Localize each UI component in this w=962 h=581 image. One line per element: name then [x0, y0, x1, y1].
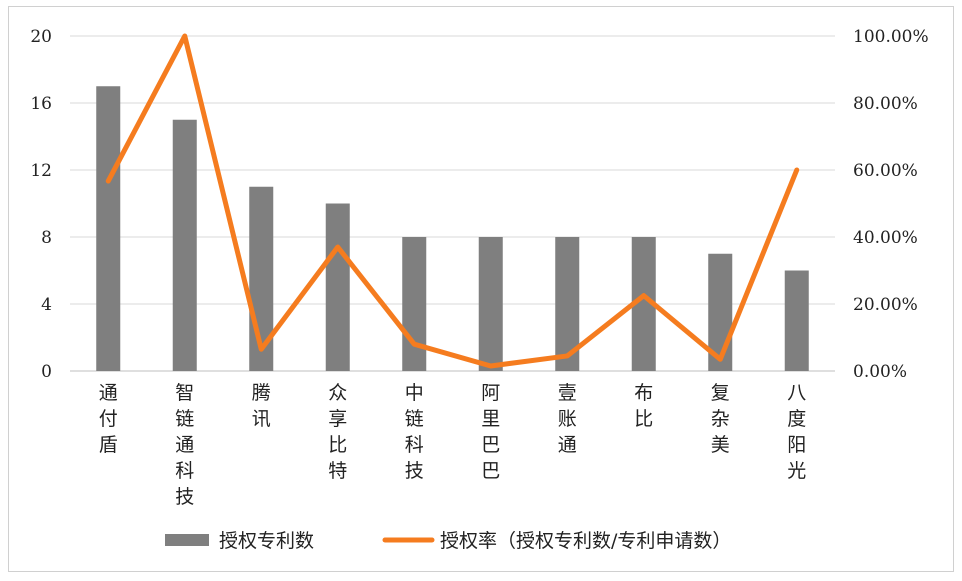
bar	[784, 270, 809, 371]
left-tick-label: 8	[41, 228, 52, 248]
bar	[325, 203, 350, 371]
bar	[172, 119, 197, 371]
right-tick-label: 100.00%	[853, 27, 929, 47]
category-label: 阿里巴巴	[481, 382, 500, 482]
category-label: 智链通科技	[175, 382, 194, 508]
legend-bar-swatch	[165, 534, 209, 546]
legend-line-label: 授权率（授权专利数/专利申请数）	[440, 530, 731, 552]
bar	[478, 237, 503, 371]
category-label: 中链科技	[405, 382, 424, 482]
category-label: 通付盾	[99, 382, 118, 456]
right-tick-label: 80.00%	[853, 94, 918, 114]
right-tick-label: 0.00%	[853, 362, 907, 382]
category-label: 壹账通	[558, 382, 577, 456]
right-tick-label: 20.00%	[853, 295, 918, 315]
left-tick-label: 20	[30, 27, 52, 47]
bar	[96, 86, 121, 371]
bar	[402, 237, 427, 371]
left-tick-label: 4	[41, 295, 52, 315]
category-label: 复杂美	[711, 382, 730, 456]
left-tick-label: 0	[41, 362, 52, 382]
right-tick-label: 60.00%	[853, 161, 918, 181]
left-tick-label: 12	[30, 161, 52, 181]
rate-line	[105, 33, 800, 369]
category-label: 腾讯	[252, 382, 271, 430]
right-tick-label: 40.00%	[853, 228, 918, 248]
category-label: 众享比特	[328, 382, 347, 482]
category-label: 布比	[634, 382, 653, 430]
category-label: 八度阳光	[787, 382, 806, 482]
left-tick-label: 16	[30, 94, 52, 114]
legend-bar-label: 授权专利数	[219, 530, 314, 552]
